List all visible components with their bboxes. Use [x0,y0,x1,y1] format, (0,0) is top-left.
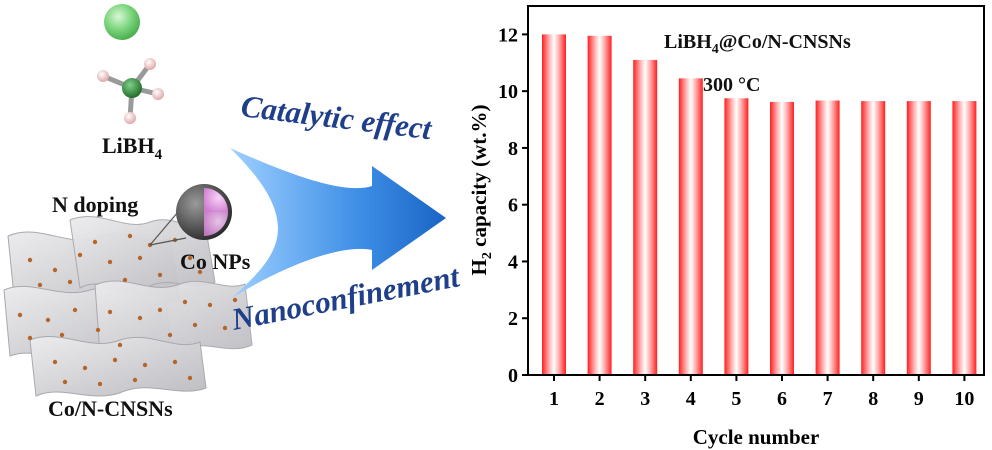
co-nanoparticle-icon [176,184,232,240]
y-tick-label: 4 [508,251,518,273]
x-tick-label: 5 [731,388,741,410]
x-tick-label: 10 [954,388,974,410]
plot-frame [527,5,985,376]
y-axis-title: H2 capacity (wt.%) [467,105,495,276]
co-nps-label: Co NPs [180,249,251,274]
li-atom-icon [104,4,140,40]
bar-cycle-4 [678,78,703,375]
x-tick-label: 4 [686,388,696,410]
x-tick-label: 1 [549,388,559,410]
bar-cycle-10 [952,101,977,375]
bar-cycle-7 [815,100,840,376]
x-tick-label: 6 [777,388,787,410]
bar-cycle-3 [633,59,658,375]
y-tick-label: 0 [508,365,518,387]
y-tick-label: 2 [508,308,518,330]
x-tick-label: 7 [823,388,833,410]
x-tick-label: 3 [640,388,650,410]
bar-cycle-9 [906,101,931,375]
bar-cycle-1 [542,34,566,376]
bar-cycle-5 [724,98,749,375]
n-doping-label: N doping [52,192,138,217]
schematic-panel: LiBH4 N doping [3,4,463,421]
y-tick-label: 8 [508,138,518,160]
support-label: Co/N-CNSNs [48,396,173,421]
chart-annotation-line1: LiBH4@Co/N-CNSNs [664,31,851,57]
bars-layer [542,34,977,376]
y-axis-ticks: 0 2 4 6 8 10 12 [498,24,528,387]
y-tick-label: 10 [498,81,518,103]
bar-cycle-2 [587,35,612,376]
libh4-label: LiBH4 [102,133,163,163]
bar-cycle-8 [861,101,886,375]
x-axis-ticks: 1 2 3 4 5 6 7 8 9 10 [549,375,974,410]
x-axis-title: Cycle number [693,425,820,449]
chart-annotation-line2: 300 °C [703,74,760,96]
arrow-top-text: Catalytic effect [239,88,435,146]
bar-cycle-6 [770,101,794,375]
bh4-molecule-icon [97,58,164,124]
x-tick-label: 8 [868,388,878,410]
y-tick-label: 6 [508,195,518,217]
y-tick-label: 12 [498,24,518,46]
curved-arrow-icon [230,148,446,298]
x-tick-label: 9 [914,388,924,410]
x-tick-label: 2 [595,388,605,410]
carbon-nanosheet-icon [3,211,253,397]
